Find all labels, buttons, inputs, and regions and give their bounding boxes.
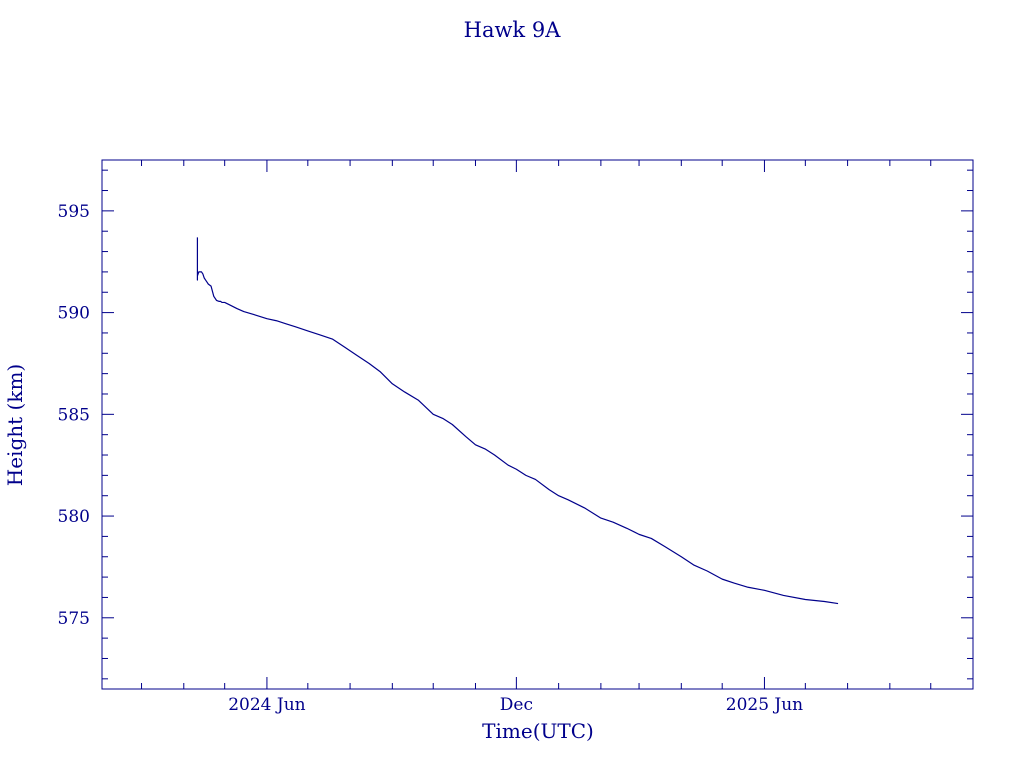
x-tick-label: Dec: [500, 695, 533, 715]
chart-title: Hawk 9A: [464, 18, 562, 42]
ticks-layer: [102, 160, 973, 689]
y-tick-label: 580: [58, 507, 90, 527]
y-tick-label: 595: [58, 202, 90, 222]
plot-frame: [101, 159, 974, 690]
x-axis-label: Time(UTC): [482, 719, 594, 743]
tick-labels-layer: 575 580 585 590 595 2024 Jun Dec 2025 Jun: [58, 202, 804, 715]
series-line-height: [196, 237, 839, 605]
y-axis-label: Height (km): [3, 364, 27, 486]
y-tick-label: 585: [58, 405, 90, 425]
y-tick-label: 575: [58, 609, 90, 629]
x-tick-label: 2025 Jun: [726, 695, 803, 715]
y-tick-label: 590: [58, 304, 90, 324]
x-tick-label: 2024 Jun: [228, 695, 305, 715]
